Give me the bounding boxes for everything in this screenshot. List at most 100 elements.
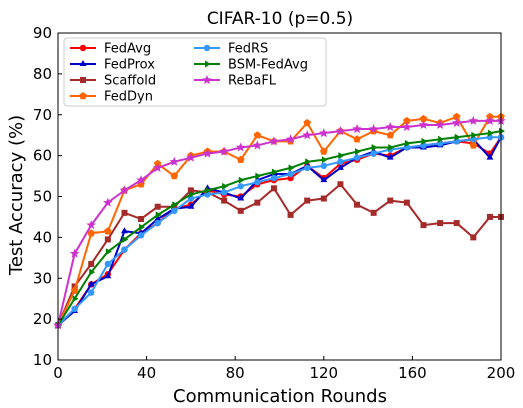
data-point [320, 162, 327, 170]
data-point [287, 211, 294, 218]
y-tick-label: 80 [33, 65, 52, 83]
data-point [187, 202, 195, 209]
data-point [187, 187, 194, 194]
y-tick-label: 10 [33, 351, 52, 369]
series-line-scaffold [57, 183, 501, 326]
data-point [353, 135, 361, 143]
series-fedrs [54, 134, 505, 329]
data-point [403, 199, 410, 206]
x-axis-label: Communication Rounds [173, 386, 387, 407]
series-line-fedrs [57, 136, 501, 326]
data-point [236, 155, 245, 163]
data-point [104, 227, 112, 235]
data-point [285, 134, 296, 144]
data-point [170, 172, 179, 180]
legend-marker [205, 60, 211, 68]
data-point [152, 162, 163, 172]
data-point [321, 156, 328, 164]
data-point [319, 128, 329, 138]
x-tick-label: 80 [226, 364, 245, 382]
legend-item-fedprox: FedProx [70, 58, 155, 73]
chart-title: CIFAR-10 (p=0.5) [207, 9, 353, 29]
data-point [388, 143, 395, 151]
data-point [103, 197, 113, 207]
data-point [468, 115, 479, 125]
data-point [254, 199, 261, 206]
legend-item-fedavg: FedAvg [70, 42, 151, 57]
data-point [205, 186, 212, 194]
legend-item-bsm-fedavg: BSM-FedAvg [194, 58, 308, 73]
axis-ticks: 0 40 80 120 160 200 10 20 30 40 50 60 70 80 90 [33, 24, 515, 382]
y-tick-label: 30 [33, 269, 52, 287]
data-point [255, 172, 262, 180]
legend-item-feddyn: FedDyn [70, 90, 153, 105]
data-point [338, 152, 345, 160]
data-point [368, 124, 379, 134]
y-tick-label: 70 [33, 106, 52, 124]
data-point [485, 115, 495, 125]
data-point [303, 118, 311, 127]
data-point [355, 148, 362, 155]
data-point [486, 213, 493, 220]
data-point [122, 235, 129, 243]
legend-label: Scaffold [104, 74, 156, 89]
legend-label: BSM-FedAvg [228, 58, 308, 73]
data-point [87, 229, 96, 237]
data-point [219, 146, 229, 156]
data-point [385, 122, 396, 132]
data-point [452, 112, 461, 121]
data-point [221, 197, 228, 204]
data-point [169, 156, 180, 166]
data-point [438, 135, 445, 143]
series-line-feddyn [57, 115, 501, 326]
data-point [320, 147, 328, 155]
data-point [69, 248, 80, 258]
legend-label: FedDyn [104, 90, 153, 105]
x-tick-label: 0 [53, 364, 63, 382]
series-line-rebafl [57, 119, 501, 326]
y-tick-label: 60 [33, 147, 52, 165]
data-point [252, 140, 263, 150]
data-point [119, 185, 130, 195]
data-point [270, 185, 277, 192]
data-point [87, 280, 95, 287]
data-point [421, 137, 428, 145]
data-point [71, 283, 78, 290]
data-point [254, 178, 261, 186]
data-point [104, 272, 112, 279]
data-point [88, 289, 95, 296]
data-point [253, 131, 262, 139]
data-point [370, 150, 377, 157]
data-point [121, 209, 128, 216]
data-point [70, 286, 79, 294]
x-tick-label: 160 [398, 364, 427, 382]
data-point [72, 295, 79, 303]
series-bsm-fedavg [56, 127, 505, 329]
data-point [220, 189, 228, 196]
data-point [186, 152, 196, 162]
data-point [386, 131, 395, 139]
y-axis-label: Test Accuracy (%) [6, 115, 27, 276]
data-point [371, 143, 378, 151]
data-point [104, 260, 112, 268]
data-point [89, 268, 96, 276]
data-point [139, 223, 146, 231]
data-point [88, 260, 95, 267]
data-point [287, 170, 294, 178]
data-point [451, 117, 462, 127]
legend-marker [80, 77, 86, 83]
data-point [499, 127, 505, 135]
data-point [305, 158, 312, 166]
data-point [237, 194, 245, 201]
data-point [320, 176, 328, 183]
legend-label: FedRS [228, 42, 268, 57]
x-tick-label: 40 [137, 364, 156, 382]
data-point [222, 182, 229, 190]
y-tick-label: 90 [33, 24, 52, 42]
data-point [302, 130, 312, 140]
data-point [353, 154, 361, 161]
data-point [136, 175, 146, 185]
data-point [120, 227, 128, 234]
